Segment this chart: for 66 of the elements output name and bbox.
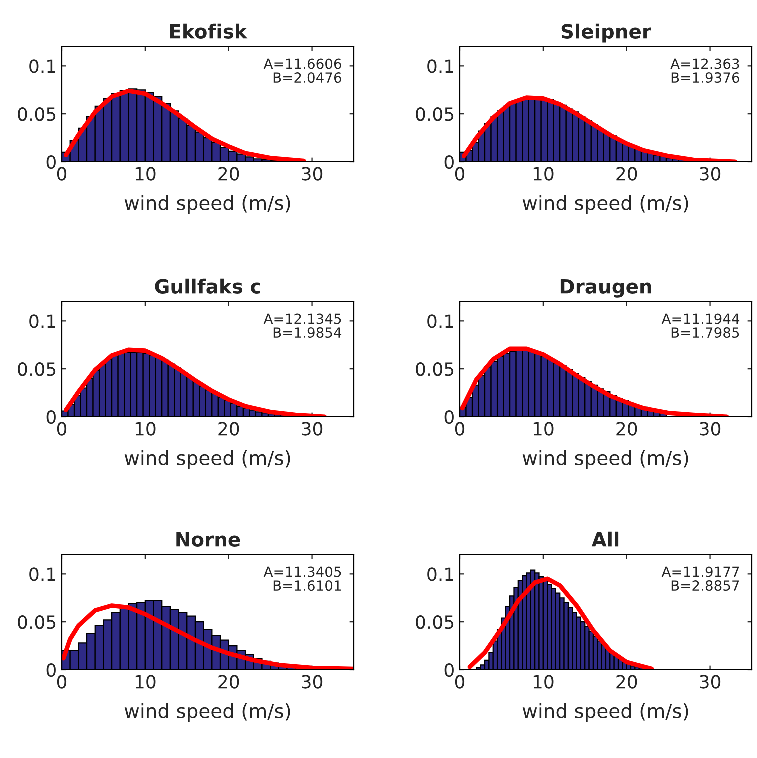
annotation: A=11.3405 [264, 566, 342, 578]
y-tick-label: 0.1 [428, 314, 454, 328]
y-tick-label: 0 [46, 155, 56, 170]
x-tick-label: 20 [616, 422, 638, 436]
x-tick-label: 30 [700, 422, 721, 436]
y-tick-label: 0.1 [428, 568, 454, 582]
x-tick-label: 30 [700, 675, 721, 689]
x-axis-title: wind speed (m/s) [124, 703, 290, 722]
x-axis-title: wind speed (m/s) [522, 450, 688, 470]
x-axis-title: wind speed (m/s) [522, 195, 688, 214]
annotation: A=11.1944 [662, 314, 740, 324]
y-tick-label: 0.05 [18, 362, 56, 376]
annotation: B=1.9376 [672, 72, 740, 84]
y-tick-label: 0.1 [30, 568, 56, 582]
annotation: A=12.363 [670, 58, 740, 70]
y-tick-label: 0.05 [416, 362, 454, 376]
chart-title: Norne [176, 532, 240, 547]
x-axis-title: wind speed (m/s) [522, 703, 688, 722]
annotation: B=1.7985 [672, 328, 740, 338]
x-tick-label: 30 [700, 167, 721, 181]
chart-title: Draugen [560, 279, 652, 298]
x-tick-label: 0 [57, 422, 67, 436]
y-tick-label: 0 [444, 410, 454, 424]
y-tick-label: 0.05 [18, 616, 56, 630]
x-tick-label: 30 [302, 422, 323, 436]
y-tick-label: 0.05 [18, 108, 56, 122]
chart-title: Gullfaks c [155, 278, 260, 294]
x-tick-label: 0 [455, 167, 465, 181]
x-tick-label: 0 [57, 167, 67, 181]
x-tick-label: 10 [534, 675, 554, 689]
y-tick-label: 0 [46, 663, 56, 678]
x-tick-label: 10 [136, 422, 156, 436]
x-tick-label: 20 [616, 167, 638, 181]
annotation: B=1.6101 [274, 580, 342, 592]
annotation: A=12.1345 [264, 314, 342, 324]
y-tick-label: 0.1 [428, 60, 454, 74]
chart-title: Sleipner [562, 24, 652, 43]
x-tick-label: 10 [534, 167, 554, 181]
x-tick-label: 20 [218, 422, 240, 436]
y-tick-label: 0.05 [416, 108, 454, 122]
x-axis-title: wind speed (m/s) [124, 450, 290, 470]
chart-title: Ekofisk [170, 24, 248, 39]
x-tick-label: 20 [218, 167, 240, 181]
y-tick-label: 0.05 [416, 616, 454, 630]
x-axis-title: wind speed (m/s) [124, 195, 290, 214]
annotation: A=11.9177 [662, 566, 740, 578]
y-tick-label: 0 [444, 663, 454, 678]
annotation: A=11.6606 [264, 58, 342, 70]
annotation: B=1.9854 [274, 328, 342, 338]
x-tick-label: 10 [136, 167, 156, 181]
x-tick-label: 10 [534, 422, 554, 436]
chart-title: All [592, 532, 619, 547]
annotation: B=2.8857 [672, 580, 740, 592]
x-tick-label: 0 [455, 422, 465, 436]
x-tick-label: 0 [57, 675, 67, 689]
y-tick-label: 0 [46, 410, 56, 424]
x-tick-label: 20 [616, 675, 638, 689]
annotation: B=2.0476 [274, 72, 342, 84]
y-tick-label: 0.1 [30, 314, 56, 328]
x-tick-label: 20 [218, 675, 240, 689]
x-tick-label: 30 [302, 167, 323, 181]
y-tick-label: 0.1 [30, 60, 56, 74]
x-tick-label: 30 [302, 675, 323, 689]
x-tick-label: 0 [455, 675, 465, 689]
y-tick-label: 0 [444, 155, 454, 170]
x-tick-label: 10 [136, 675, 156, 689]
